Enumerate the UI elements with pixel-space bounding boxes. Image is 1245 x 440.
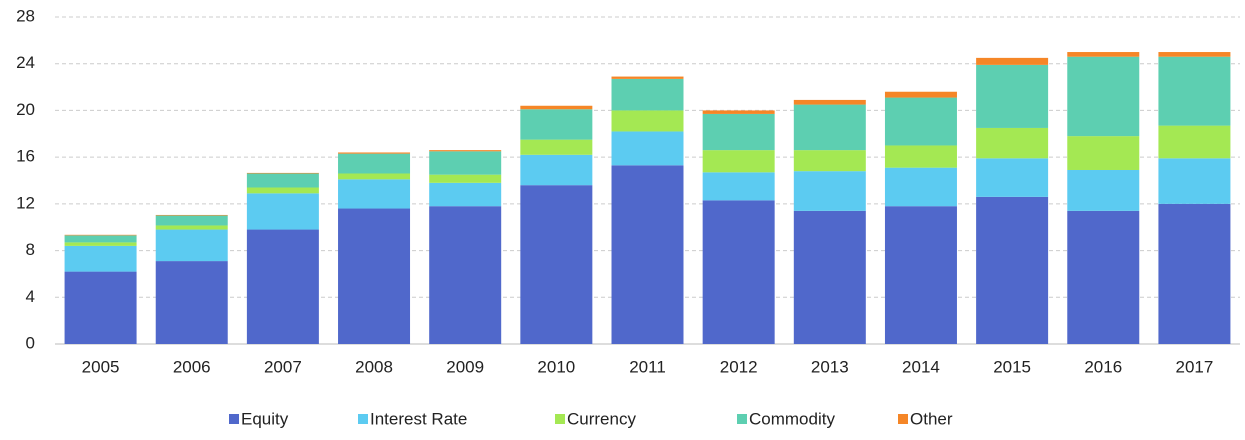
bar-segment: [702, 110, 775, 114]
bar-segment: [246, 193, 319, 230]
x-tick-label: 2007: [264, 357, 302, 376]
x-tick-label: 2012: [720, 357, 758, 376]
bar-segment: [338, 153, 411, 174]
legend-label: Commodity: [749, 409, 835, 428]
bar-segment: [1158, 158, 1231, 204]
bar-segment: [429, 182, 502, 207]
bar-segment: [246, 187, 319, 194]
y-tick-label: 4: [26, 287, 35, 306]
bar-segment: [520, 105, 593, 110]
bar-segment: [884, 206, 957, 344]
bar-segment: [884, 91, 957, 98]
bar-segment: [611, 110, 684, 132]
x-tick-label: 2008: [355, 357, 393, 376]
bar-segment: [1067, 210, 1140, 344]
bar-segment: [611, 165, 684, 344]
bar-segment: [793, 104, 866, 151]
bar-segment: [520, 185, 593, 344]
bar-segment: [64, 242, 137, 246]
bar-segment: [884, 97, 957, 146]
bar-segment: [520, 139, 593, 155]
legend-swatch: [358, 414, 368, 424]
legend-label: Currency: [567, 409, 636, 428]
bar-segment: [155, 261, 228, 344]
y-tick-label: 20: [16, 100, 35, 119]
bar-segment: [1158, 203, 1231, 344]
bar-segment: [155, 214, 228, 216]
bar-segment: [1067, 52, 1140, 57]
x-tick-label: 2010: [537, 357, 575, 376]
bar-segment: [793, 171, 866, 211]
bar-segment: [976, 57, 1049, 65]
bar-segment: [702, 113, 775, 151]
bar-segment: [64, 245, 137, 272]
legend-label: Equity: [241, 409, 289, 428]
x-tick-label: 2017: [1176, 357, 1214, 376]
y-tick-label: 0: [26, 333, 35, 352]
y-tick-label: 16: [16, 147, 35, 166]
bar-segment: [64, 234, 137, 236]
bar-segment: [793, 150, 866, 172]
y-tick-label: 28: [16, 6, 35, 25]
legend-swatch: [898, 414, 908, 424]
x-tick-label: 2011: [629, 357, 666, 376]
bar-segment: [64, 271, 137, 344]
y-tick-label: 24: [16, 53, 35, 72]
bar-segment: [884, 145, 957, 168]
bar-segment: [1067, 169, 1140, 211]
bar-segment: [338, 208, 411, 344]
x-tick-label: 2016: [1084, 357, 1122, 376]
bar-segment: [520, 154, 593, 186]
bar-segment: [976, 64, 1049, 128]
bar-segment: [1067, 56, 1140, 137]
legend-swatch: [229, 414, 239, 424]
bar-segment: [429, 151, 502, 175]
bar-segment: [793, 210, 866, 344]
bar-segment: [155, 225, 228, 230]
bar-segment: [1158, 52, 1231, 57]
bar-segment: [611, 131, 684, 166]
bar-segment: [793, 99, 866, 105]
bar-segment: [246, 172, 319, 174]
x-tick-label: 2014: [902, 357, 940, 376]
bar-segment: [338, 179, 411, 209]
bar-segment: [976, 196, 1049, 344]
bar-segment: [155, 215, 228, 226]
bar-segment: [246, 173, 319, 188]
bar-segment: [338, 152, 411, 154]
bar-segment: [702, 200, 775, 344]
bar-segment: [1067, 136, 1140, 170]
bar-segment: [520, 109, 593, 140]
bar-segment: [429, 150, 502, 152]
legend-swatch: [555, 414, 565, 424]
bar-segment: [1158, 56, 1231, 126]
legend-label: Other: [910, 409, 953, 428]
bar-segment: [702, 150, 775, 173]
x-tick-label: 2006: [173, 357, 211, 376]
bar-segment: [884, 167, 957, 207]
bar-segment: [246, 229, 319, 344]
x-tick-label: 2005: [82, 357, 120, 376]
x-tick-label: 2015: [993, 357, 1031, 376]
y-tick-label: 12: [16, 193, 35, 212]
bar-segment: [1158, 125, 1231, 159]
bar-segment: [429, 206, 502, 344]
legend-swatch: [737, 414, 747, 424]
x-tick-label: 2009: [446, 357, 484, 376]
bar-segment: [976, 127, 1049, 159]
legend-label: Interest Rate: [370, 409, 467, 428]
bar-segment: [429, 174, 502, 183]
bar-segment: [976, 158, 1049, 197]
x-tick-label: 2013: [811, 357, 849, 376]
bar-segment: [155, 229, 228, 262]
bar-segment: [338, 173, 411, 180]
bar-segment: [611, 76, 684, 79]
bar-segment: [702, 172, 775, 201]
y-tick-label: 8: [26, 240, 35, 259]
bar-segment: [64, 235, 137, 243]
bar-segment: [611, 78, 684, 111]
